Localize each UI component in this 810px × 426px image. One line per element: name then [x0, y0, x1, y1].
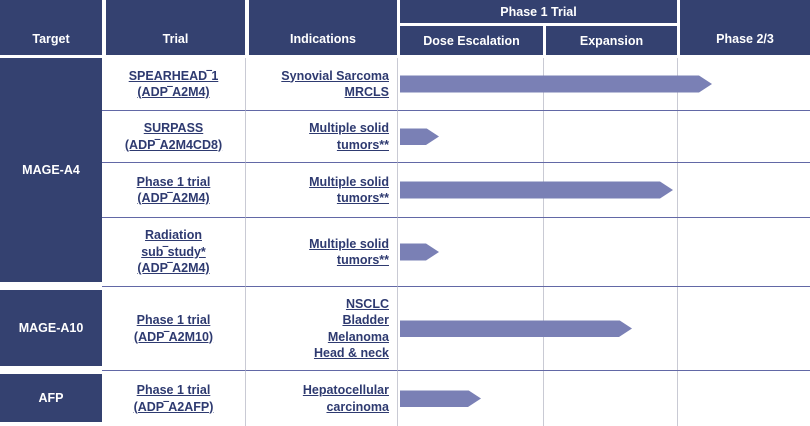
- phase-progress-cell: [397, 110, 810, 162]
- trial-link[interactable]: SURPASS (ADP‾A2M4CD8): [124, 121, 223, 152]
- header-target: Target: [0, 0, 102, 58]
- table-row-cell: Multiple solid tumors**: [245, 217, 397, 286]
- header-dose-escalation-label: Dose Escalation: [423, 33, 520, 48]
- table-row-cell: SURPASS (ADP‾A2M4CD8): [102, 110, 245, 162]
- table-row-cell: Phase 1 trial (ADP‾A2AFP): [102, 370, 245, 426]
- header-phase23-label: Phase 2/3: [716, 32, 774, 46]
- table-row-cell: NSCLC Bladder Melanoma Head & neck: [245, 286, 397, 370]
- column-divider: [677, 218, 678, 286]
- table-row-cell: Multiple solid tumors**: [245, 110, 397, 162]
- trial-link[interactable]: Radiation sub‾study* (ADP‾A2M4): [137, 228, 210, 276]
- trial-link[interactable]: Phase 1 trial (ADP‾A2M4): [136, 174, 211, 206]
- indication-link[interactable]: Multiple solid tumors**: [309, 174, 389, 206]
- progress-arrow: [400, 128, 439, 145]
- target-label: MAGE-A10: [18, 321, 84, 335]
- indication-link[interactable]: Multiple solid tumors**: [309, 236, 389, 268]
- progress-arrow: [400, 390, 481, 407]
- phase-progress-cell: [397, 58, 810, 110]
- table-row-cell: Synovial Sarcoma MRCLS: [245, 58, 397, 110]
- indication-link[interactable]: NSCLC Bladder Melanoma Head & neck: [313, 296, 389, 361]
- phase-progress-cell: [397, 217, 810, 286]
- table-row-cell: Phase 1 trial (ADP‾A2M4): [102, 162, 245, 217]
- column-divider: [677, 111, 678, 162]
- progress-arrow: [400, 320, 632, 337]
- table-row-cell: Hepatocellular carcinoma: [245, 370, 397, 426]
- column-divider: [543, 218, 544, 286]
- header-trial-label: Trial: [162, 32, 189, 46]
- target-label: AFP: [38, 391, 64, 405]
- header-phase1-label: Phase 1 Trial: [500, 4, 577, 19]
- table-row-cell: Multiple solid tumors**: [245, 162, 397, 217]
- trial-link[interactable]: Phase 1 trial (ADP‾A2AFP): [133, 383, 214, 414]
- header-phase23: Phase 2/3: [677, 0, 810, 58]
- header-dose-escalation: Dose Escalation: [397, 26, 543, 58]
- phase-progress-cell: [397, 370, 810, 426]
- trial-link[interactable]: SPEARHEAD‾1 (ADP‾A2M4): [128, 68, 219, 100]
- progress-arrow: [400, 76, 712, 93]
- table-row-cell: Phase 1 trial (ADP‾A2M10): [102, 286, 245, 370]
- indication-link[interactable]: Hepatocellular carcinoma: [302, 383, 389, 414]
- target-group-mage-a4: MAGE-A4: [0, 58, 102, 286]
- header-target-label: Target: [32, 32, 70, 46]
- column-divider: [677, 371, 678, 426]
- header-trial: Trial: [102, 0, 245, 58]
- header-indications-label: Indications: [290, 32, 356, 46]
- indication-link[interactable]: Multiple solid tumors**: [309, 121, 389, 152]
- header-indications: Indications: [245, 0, 397, 58]
- trial-link[interactable]: Phase 1 trial (ADP‾A2M10): [133, 313, 214, 344]
- column-divider: [543, 371, 544, 426]
- table-row-cell: Radiation sub‾study* (ADP‾A2M4): [102, 217, 245, 286]
- column-divider: [677, 287, 678, 370]
- indication-link[interactable]: Synovial Sarcoma MRCLS: [281, 68, 389, 100]
- header-expansion: Expansion: [543, 26, 677, 58]
- target-group-mage-a10: MAGE-A10: [0, 286, 102, 370]
- phase-progress-cell: [397, 286, 810, 370]
- column-divider: [677, 163, 678, 217]
- progress-arrow: [400, 244, 439, 261]
- header-phase1-trial: Phase 1 Trial: [397, 0, 677, 26]
- progress-arrow: [400, 182, 673, 199]
- header-expansion-label: Expansion: [579, 33, 644, 48]
- phase-progress-cell: [397, 162, 810, 217]
- table-row-cell: SPEARHEAD‾1 (ADP‾A2M4): [102, 58, 245, 110]
- target-label: MAGE-A4: [22, 163, 80, 177]
- column-divider: [543, 111, 544, 162]
- target-group-afp: AFP: [0, 370, 102, 426]
